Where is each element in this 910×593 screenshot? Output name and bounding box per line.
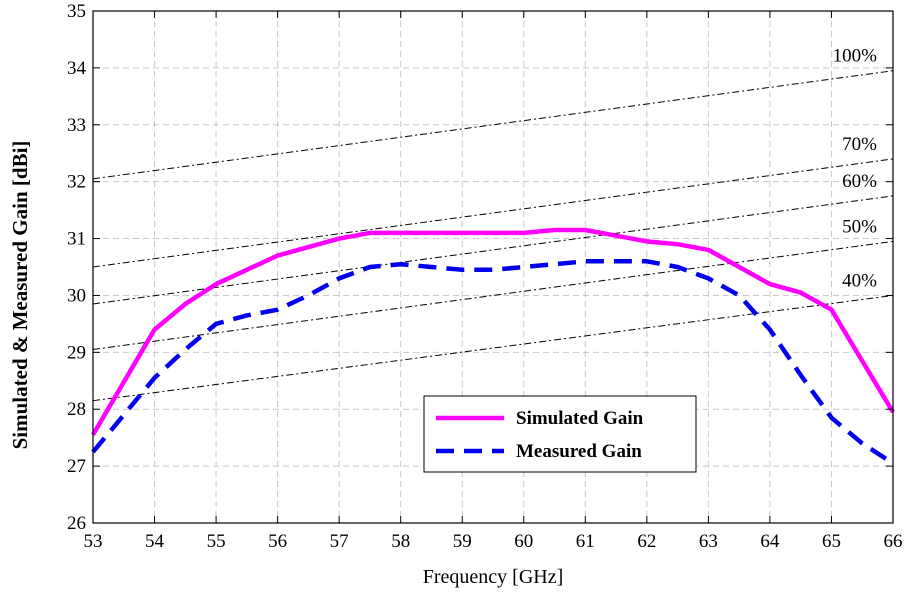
efficiency-label: 60% bbox=[842, 171, 877, 192]
y-tick-label: 26 bbox=[67, 513, 86, 534]
simulated-gain-line bbox=[91, 227, 895, 436]
y-tick-label: 35 bbox=[67, 1, 86, 22]
grid bbox=[93, 11, 893, 523]
y-tick-label: 34 bbox=[67, 58, 87, 79]
x-tick-label: 61 bbox=[576, 531, 595, 552]
x-tick-label: 53 bbox=[84, 531, 103, 552]
y-tick-label: 29 bbox=[67, 342, 86, 363]
x-tick-label: 57 bbox=[330, 531, 349, 552]
x-tick-label: 66 bbox=[884, 531, 903, 552]
efficiency-label: 50% bbox=[842, 216, 877, 237]
x-tick-label: 55 bbox=[207, 531, 226, 552]
x-tick-label: 54 bbox=[145, 531, 165, 552]
efficiency-line bbox=[92, 294, 894, 402]
y-tick-label: 30 bbox=[67, 285, 86, 306]
legend-label: Measured Gain bbox=[516, 441, 642, 462]
legend-label: Simulated Gain bbox=[516, 408, 644, 429]
legend-box bbox=[423, 395, 697, 473]
y-tick-label: 32 bbox=[67, 172, 86, 193]
y-axis-label: Simulated & Measured Gain [dBi] bbox=[8, 141, 32, 450]
x-tick-label: 56 bbox=[268, 531, 287, 552]
x-tick-label: 59 bbox=[453, 531, 472, 552]
y-tick-label: 33 bbox=[67, 115, 86, 136]
efficiency-label: 100% bbox=[833, 46, 878, 67]
y-tick-label: 27 bbox=[67, 456, 86, 477]
x-axis-label: Frequency [GHz] bbox=[423, 566, 564, 588]
efficiency-reference-lines: 100% 70% 60% 50% 40% bbox=[92, 46, 894, 402]
legend: Simulated Gain Measured Gain bbox=[423, 395, 697, 473]
x-tick-label: 63 bbox=[699, 531, 718, 552]
efficiency-line bbox=[92, 158, 894, 268]
y-tick-label: 28 bbox=[67, 399, 86, 420]
axes: 53 54 55 56 57 58 59 60 61 62 63 64 65 66 26 27 28 29 30 31… bbox=[67, 1, 903, 552]
x-tick-label: 60 bbox=[514, 531, 533, 552]
x-tick-label: 65 bbox=[822, 531, 841, 552]
plot-frame bbox=[92, 10, 894, 524]
efficiency-label: 70% bbox=[842, 134, 877, 155]
x-tick-label: 64 bbox=[760, 531, 780, 552]
x-tick-label: 58 bbox=[391, 531, 410, 552]
efficiency-label: 40% bbox=[842, 270, 877, 291]
y-tick-label: 31 bbox=[67, 229, 86, 250]
series-lines bbox=[91, 227, 895, 466]
x-tick-label: 62 bbox=[637, 531, 656, 552]
